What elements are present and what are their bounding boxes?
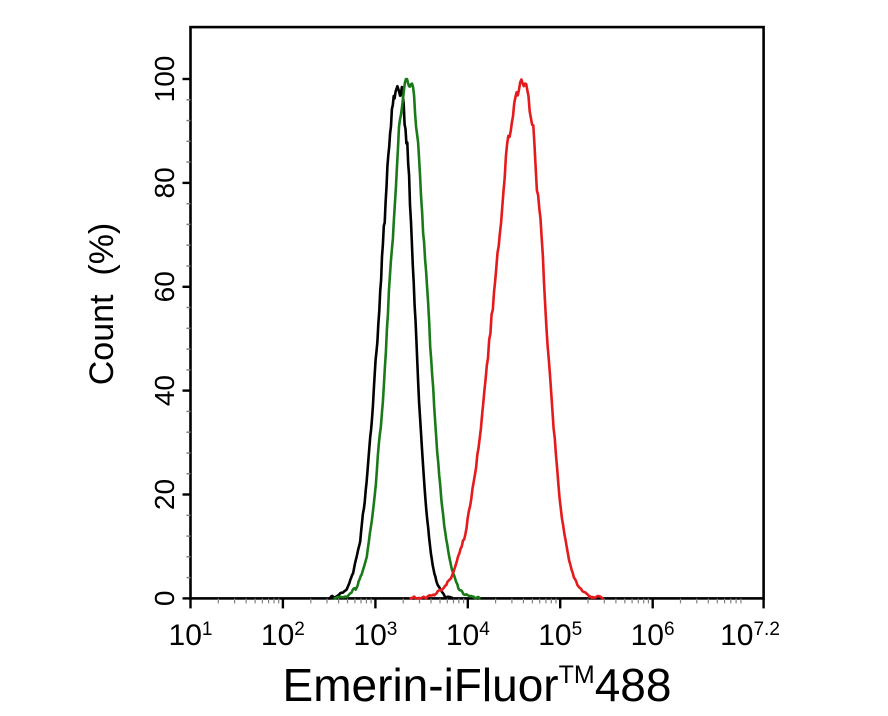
svg-text:100: 100 (149, 56, 180, 103)
svg-text:103: 103 (353, 619, 397, 652)
svg-text:105: 105 (538, 619, 582, 652)
svg-text:104: 104 (446, 619, 490, 652)
svg-text:Emerin-iFluorTM488: Emerin-iFluorTM488 (283, 659, 672, 711)
svg-text:Count (%): Count (%) (83, 223, 121, 386)
svg-text:0: 0 (149, 591, 180, 607)
svg-text:60: 60 (149, 271, 180, 302)
svg-text:20: 20 (149, 479, 180, 510)
svg-text:107.2: 107.2 (720, 619, 780, 652)
svg-text:106: 106 (631, 619, 675, 652)
svg-text:101: 101 (169, 619, 213, 652)
svg-text:102: 102 (261, 619, 305, 652)
svg-text:40: 40 (149, 375, 180, 406)
svg-text:80: 80 (149, 167, 180, 198)
